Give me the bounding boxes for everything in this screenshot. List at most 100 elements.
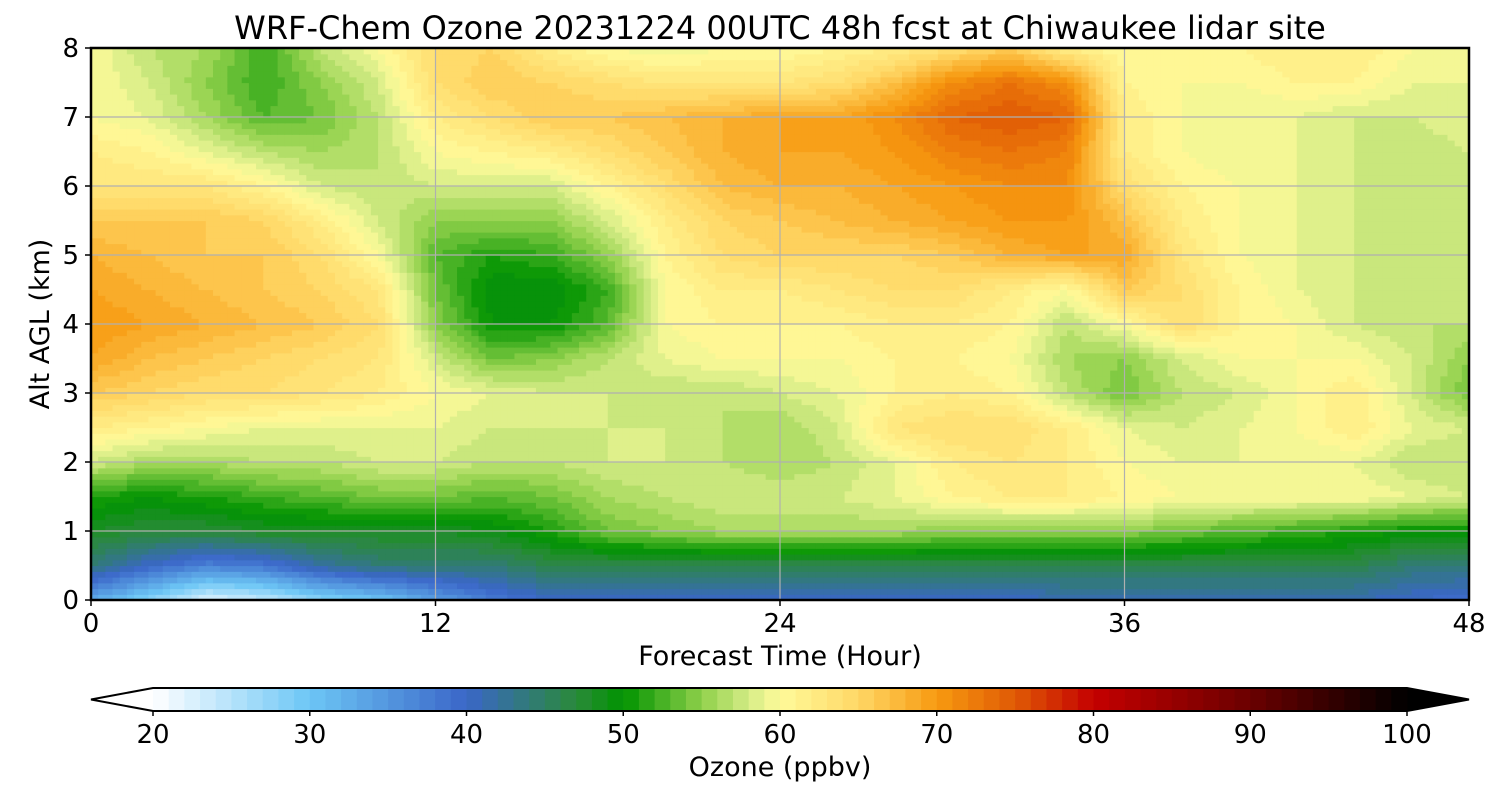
ozone-cell xyxy=(880,479,889,486)
ozone-cell xyxy=(758,513,767,521)
ozone-cell xyxy=(1181,542,1190,549)
ozone-cell xyxy=(1074,542,1083,549)
ozone-cell xyxy=(579,467,587,475)
ozone-cell xyxy=(1224,588,1233,595)
ozone-cell xyxy=(686,577,695,584)
ozone-cell xyxy=(1375,450,1384,457)
ozone-cell xyxy=(629,536,638,544)
ozone-cell xyxy=(701,571,709,578)
ozone-cell xyxy=(1024,496,1032,503)
ozone-cell xyxy=(600,479,609,486)
ozone-cell xyxy=(801,473,810,480)
ozone-cell xyxy=(169,502,178,509)
ozone-cell xyxy=(1268,490,1276,498)
ozone-cell xyxy=(543,548,551,555)
ozone-cell xyxy=(356,525,365,532)
ozone-cell xyxy=(1102,462,1111,469)
ozone-cell xyxy=(363,508,372,515)
ozone-cell xyxy=(277,559,286,567)
ozone-cell xyxy=(514,531,523,538)
ozone-cell xyxy=(765,456,774,463)
ozone-cell xyxy=(916,450,925,457)
ozone-cell xyxy=(1454,565,1463,572)
ozone-cell xyxy=(1411,525,1420,532)
ozone-cell xyxy=(866,485,874,492)
ozone-cell xyxy=(155,496,164,503)
ozone-cell xyxy=(363,479,372,486)
ozone-cell xyxy=(1045,542,1054,549)
ozone-cell xyxy=(435,565,444,572)
ozone-cell xyxy=(1397,513,1406,521)
ozone-cell xyxy=(902,525,910,532)
ozone-cell xyxy=(830,565,839,572)
ozone-cell xyxy=(959,559,968,567)
ozone-cell xyxy=(126,559,135,567)
ozone-cell xyxy=(306,485,315,492)
ozone-cell xyxy=(313,525,322,532)
ozone-cell xyxy=(579,508,587,515)
ozone-cell xyxy=(1153,467,1161,475)
ozone-cell xyxy=(91,536,99,544)
ozone-cell xyxy=(995,594,1004,600)
ozone-cell xyxy=(1067,485,1075,492)
ozone-cell xyxy=(808,571,817,578)
ozone-cell xyxy=(500,548,508,555)
ozone-cell xyxy=(916,542,925,549)
ozone-cell xyxy=(614,588,623,595)
ozone-cell xyxy=(1196,577,1205,584)
ozone-cell xyxy=(801,525,810,532)
ozone-cell xyxy=(1074,588,1083,595)
ozone-cell xyxy=(1418,490,1427,498)
ozone-cell xyxy=(980,490,989,498)
ozone-cell xyxy=(823,519,831,526)
ozone-cell xyxy=(988,479,996,486)
ozone-cell xyxy=(1239,479,1248,486)
ozone-cell xyxy=(1296,485,1305,492)
ozone-cell xyxy=(119,444,128,452)
ozone-cell xyxy=(880,462,889,469)
ozone-cell xyxy=(535,565,544,572)
ozone-cell xyxy=(435,485,444,492)
ozone-cell xyxy=(1102,467,1111,475)
ozone-cell xyxy=(148,582,157,590)
ozone-cell xyxy=(507,496,516,503)
ozone-cell xyxy=(1418,456,1427,463)
ozone-cell xyxy=(851,473,860,480)
ozone-cell xyxy=(399,571,408,578)
ozone-cell xyxy=(134,548,142,555)
ozone-cell xyxy=(923,542,932,549)
ozone-cell xyxy=(873,548,882,555)
ozone-cell xyxy=(1246,467,1255,475)
ozone-cell xyxy=(234,496,243,503)
ozone-cell xyxy=(988,513,996,521)
ozone-cell xyxy=(729,456,738,463)
ozone-cell xyxy=(902,536,910,544)
ozone-cell xyxy=(744,473,752,480)
ozone-cell xyxy=(873,525,882,532)
ozone-cell xyxy=(105,513,114,521)
ozone-cell xyxy=(91,594,99,600)
ozone-cell xyxy=(1031,531,1039,538)
ozone-cell xyxy=(1009,536,1018,544)
ozone-cell xyxy=(241,467,250,475)
ozone-cell xyxy=(837,467,846,475)
ozone-cell xyxy=(1447,485,1456,492)
ozone-cell xyxy=(780,577,788,584)
ozone-cell xyxy=(119,496,128,503)
ozone-cell xyxy=(177,473,185,480)
ozone-cell xyxy=(1203,502,1212,509)
ozone-cell xyxy=(1160,450,1169,457)
ozone-cell xyxy=(1138,456,1147,463)
ozone-cell xyxy=(91,548,99,555)
ozone-cell xyxy=(198,571,207,578)
ozone-cell xyxy=(492,467,501,475)
ozone-cell xyxy=(945,485,953,492)
ozone-cell xyxy=(1382,565,1391,572)
ozone-cell xyxy=(1153,490,1161,498)
ozone-cell xyxy=(858,502,867,509)
ozone-cell xyxy=(1181,588,1190,595)
ozone-cell xyxy=(629,542,638,549)
ozone-cell xyxy=(1447,456,1456,463)
ozone-cell xyxy=(894,571,903,578)
ozone-cell xyxy=(1189,467,1197,475)
